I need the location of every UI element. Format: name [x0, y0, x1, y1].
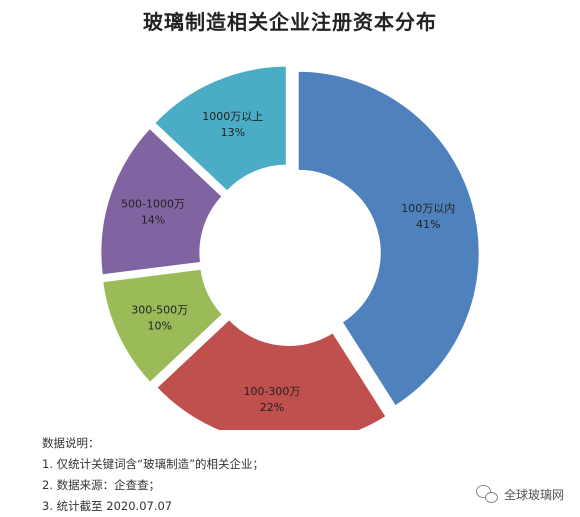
- notes-item: 2. 数据来源：企查查；: [42, 478, 161, 492]
- watermark: 全球玻璃网: [475, 485, 564, 503]
- slice-category-label: 100-300万: [243, 385, 300, 398]
- watermark-text: 全球玻璃网: [503, 487, 564, 502]
- slice-percent-label: 10%: [147, 319, 171, 332]
- slice-under-1m: [296, 69, 481, 408]
- slice-1m-3m: [154, 317, 388, 430]
- slice-percent-label: 22%: [260, 401, 284, 414]
- slice-5m-10m: [99, 126, 225, 277]
- slice-percent-label: 14%: [141, 214, 165, 227]
- slice-percent-label: 13%: [221, 126, 245, 139]
- slice-category-label: 300-500万: [131, 303, 188, 316]
- notes-item: 3. 统计截至 2020.07.07: [42, 499, 173, 513]
- slice-category-label: 500-1000万: [121, 198, 185, 211]
- chart-title: 玻璃制造相关企业注册资本分布: [143, 10, 437, 34]
- slice-category-label: 1000万以上: [202, 110, 263, 123]
- donut-chart: 100万以内 41% 100-300万 22% 300-500万 10% 500-1000万…: [99, 64, 481, 430]
- slice-over-10m: [152, 64, 288, 193]
- data-notes: 数据说明： 1. 仅统计关键词含“玻璃制造”的相关企业； 2. 数据来源：企查查…: [42, 433, 264, 517]
- notes-item: 1. 仅统计关键词含“玻璃制造”的相关企业；: [42, 457, 265, 471]
- notes-heading: 数据说明：: [42, 436, 100, 450]
- wechat-icon: [475, 485, 498, 503]
- slice-percent-label: 41%: [416, 218, 440, 231]
- slice-category-label: 100万以内: [401, 201, 455, 215]
- slice-3m-5m: [101, 267, 225, 385]
